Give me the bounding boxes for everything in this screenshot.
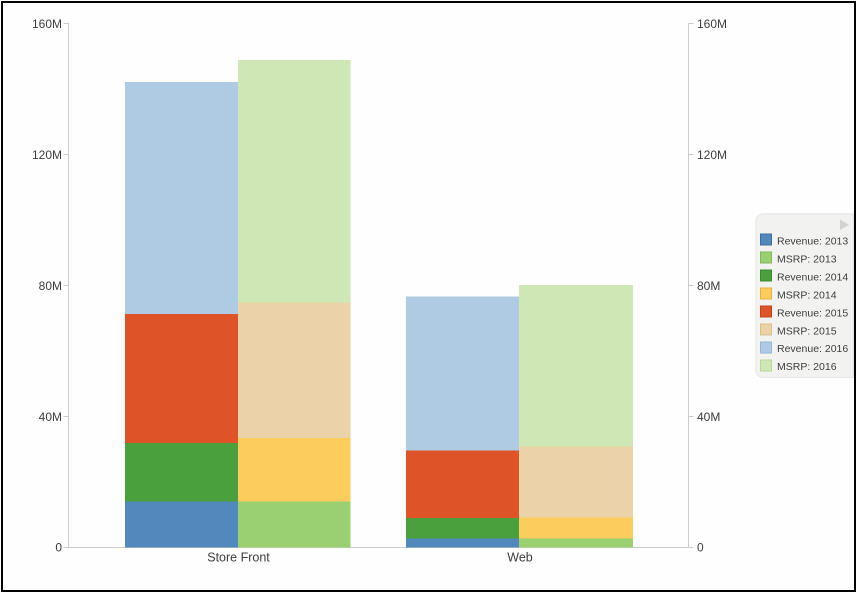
svg-text:40M: 40M	[697, 410, 720, 424]
svg-text:80M: 80M	[39, 279, 62, 293]
svg-text:40M: 40M	[39, 410, 62, 424]
svg-text:0: 0	[697, 541, 704, 555]
svg-text:Revenue: 2015: Revenue: 2015	[777, 307, 848, 319]
svg-text:120M: 120M	[32, 148, 62, 162]
svg-text:MSRP: 2014: MSRP: 2014	[777, 289, 837, 301]
svg-text:160M: 160M	[697, 17, 727, 31]
svg-text:Revenue: 2016: Revenue: 2016	[777, 343, 848, 355]
svg-text:MSRP: 2013: MSRP: 2013	[777, 253, 837, 265]
svg-text:Revenue: 2013: Revenue: 2013	[777, 236, 848, 248]
svg-text:MSRP: 2015: MSRP: 2015	[777, 325, 837, 337]
svg-text:0: 0	[55, 541, 62, 555]
svg-text:80M: 80M	[697, 279, 720, 293]
svg-text:160M: 160M	[32, 17, 62, 31]
svg-text:Store Front: Store Front	[207, 550, 270, 564]
svg-text:Revenue: 2014: Revenue: 2014	[777, 271, 848, 283]
svg-text:Web: Web	[507, 550, 533, 564]
svg-text:120M: 120M	[697, 148, 727, 162]
svg-text:MSRP: 2016: MSRP: 2016	[777, 361, 837, 373]
